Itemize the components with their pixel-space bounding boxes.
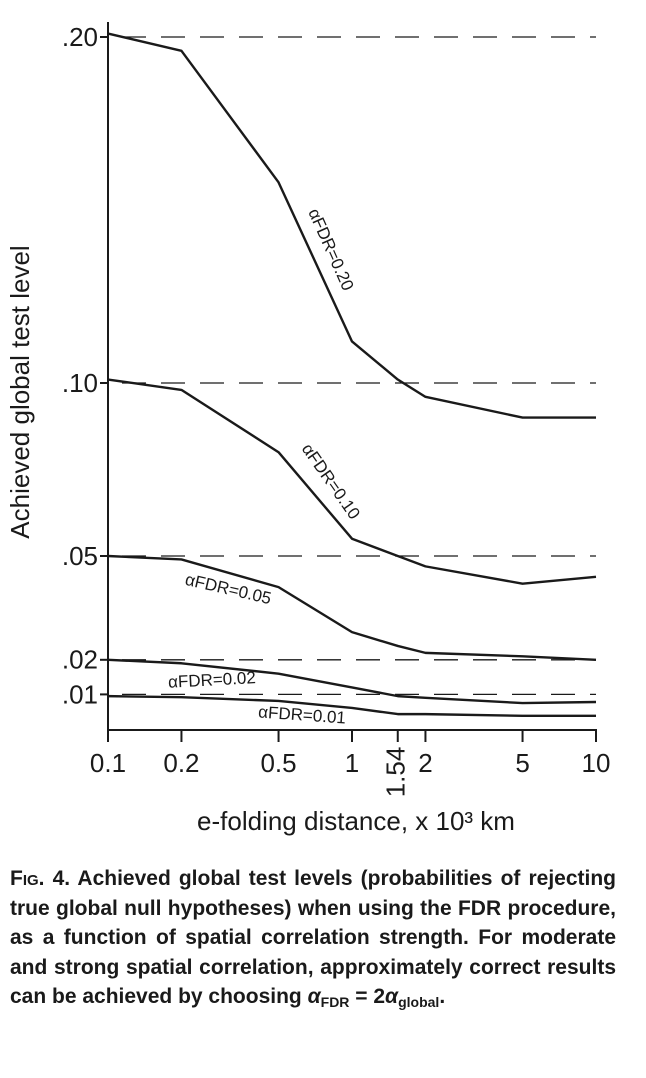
series-line: [107, 658, 597, 705]
y-tick-label: .01: [62, 679, 98, 709]
chart: Achieved global test level e-folding dis…: [5, 22, 611, 836]
formula-subscript: global: [398, 994, 440, 1010]
formula-part: α: [385, 985, 399, 1008]
y-axis-label: Achieved global test level: [5, 245, 35, 538]
figure-caption: Fig. 4. Achieved global test levels (pro…: [10, 864, 616, 1012]
x-tick-label: 0.2: [163, 748, 199, 778]
series-label: αFDR=0.20: [304, 206, 357, 294]
formula-part: = 2: [349, 985, 386, 1008]
series-line: [107, 554, 597, 661]
y-tick-label: .02: [62, 645, 98, 675]
series-label: αFDR=0.02: [168, 668, 257, 692]
series-label: αFDR=0.05: [183, 570, 273, 608]
caption-text: Achieved global test levels (probabiliti…: [10, 867, 616, 1008]
x-tick-label: 5: [515, 748, 529, 778]
series-line: [107, 32, 596, 419]
y-tick-label: .05: [62, 541, 98, 571]
series-label: αFDR=0.10: [298, 440, 364, 523]
formula-part: α: [307, 985, 321, 1008]
x-tick-label: 0.1: [90, 748, 126, 778]
x-tick-label: 2: [418, 748, 432, 778]
series-line: [107, 694, 596, 718]
x-tick-label: 10: [582, 748, 611, 778]
y-tick-label: .20: [62, 22, 98, 52]
caption-label: Fig. 4.: [10, 867, 71, 890]
formula-subscript: FDR: [320, 994, 350, 1010]
formula-part: .: [439, 985, 446, 1008]
y-tick-label: .10: [62, 368, 98, 398]
x-tick-label: 1: [345, 748, 359, 778]
series-line: [107, 378, 597, 585]
x-tick-label: 0.5: [260, 748, 296, 778]
x-axis-label: e-folding distance, x 10³ km: [197, 806, 515, 836]
x-tick-label: 1.54: [381, 747, 411, 798]
